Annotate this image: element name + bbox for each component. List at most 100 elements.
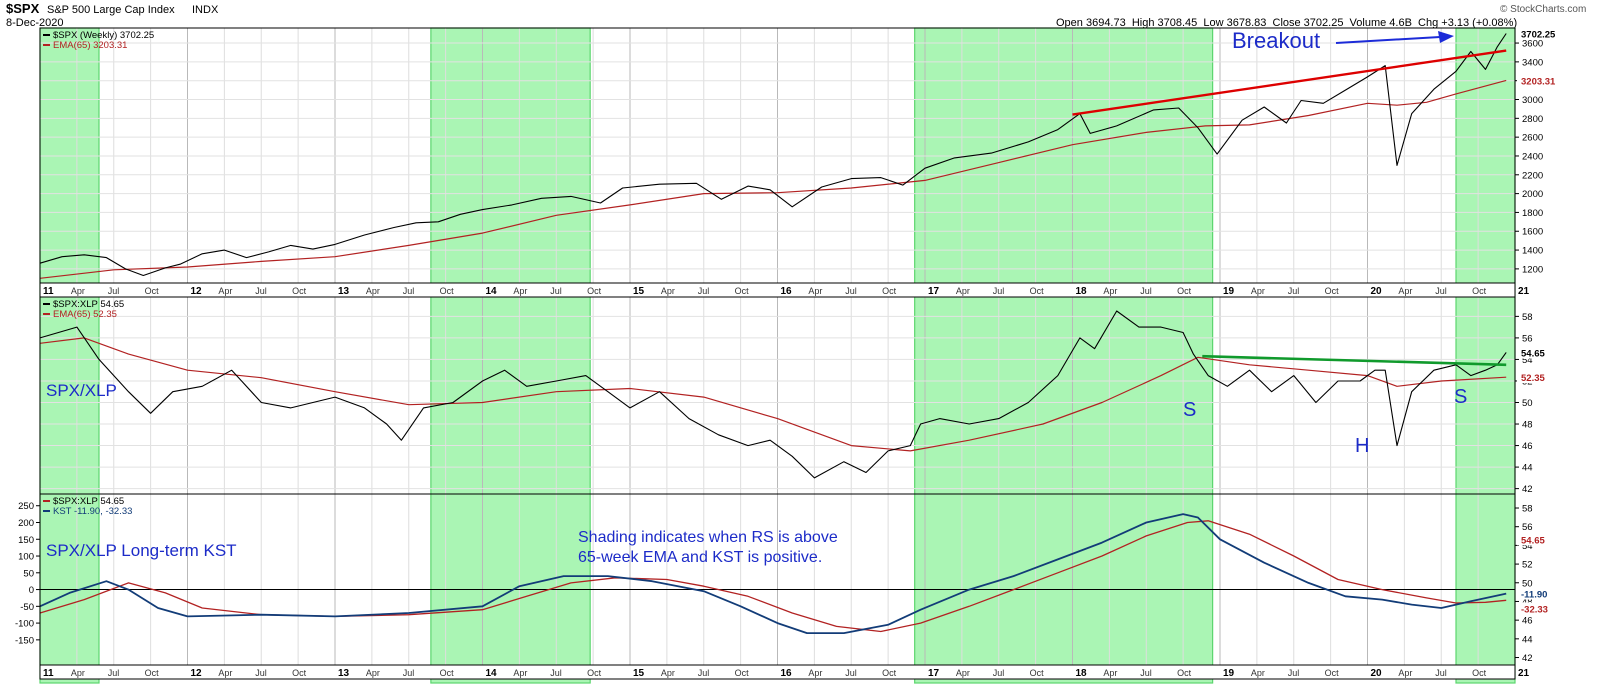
x-minor-label-1-3-2: Oct: [587, 668, 602, 678]
kst-legend-entry-0: $SPX:XLP 54.65: [53, 496, 124, 507]
x-major-label-0-4: 15: [633, 286, 645, 297]
shaded-region-2: [914, 27, 1214, 684]
ratio-ema-tag: 52.35: [1521, 373, 1545, 384]
x-minor-label-0-1-0: Apr: [218, 286, 232, 296]
x-minor-label-1-9-1: Jul: [1435, 668, 1447, 678]
x-major-label-0-9: 20: [1371, 286, 1383, 297]
x-major-label-1-6: 17: [928, 668, 940, 679]
ratio-ema-line: [39, 337, 1507, 452]
x-minor-label-0-8-1: Jul: [1288, 286, 1300, 296]
head-label: H: [1355, 435, 1369, 457]
x-minor-label-1-8-0: Apr: [1251, 668, 1265, 678]
x-minor-label-1-6-1: Jul: [993, 668, 1005, 678]
price-y-label-11: 3400: [1522, 57, 1543, 68]
kst-ratio-tag-bg: [1517, 533, 1559, 546]
x-major-label-0-10: 21: [1518, 286, 1530, 297]
shoulder-left-label: S: [1183, 399, 1196, 421]
x-major-label-1-10: 21: [1518, 668, 1530, 679]
x-minor-label-0-9-1: Jul: [1435, 286, 1447, 296]
kst-left-y-label-4: 50: [23, 568, 34, 579]
series-layer: [39, 33, 1507, 634]
price-y-label-4: 2000: [1522, 189, 1543, 200]
kst-right-y-label-4: 50: [1522, 578, 1533, 589]
x-minor-label-0-5-0: Apr: [808, 286, 822, 296]
x-minor-label-0-3-0: Apr: [513, 286, 527, 296]
x-major-label-1-0: 11: [43, 668, 54, 679]
x-minor-label-0-0-1: Jul: [108, 286, 120, 296]
x-minor-label-0-1-1: Jul: [255, 286, 267, 296]
x-major-label-0-3: 14: [486, 286, 498, 297]
kst-legend-entry-1: KST -11.90, -32.33: [53, 506, 132, 517]
ratio-last-tag: 54.65: [1521, 348, 1545, 359]
x-minor-label-0-1-2: Oct: [292, 286, 307, 296]
x-minor-label-0-7-0: Apr: [1103, 286, 1117, 296]
x-minor-label-0-9-0: Apr: [1398, 286, 1412, 296]
x-minor-label-1-9-2: Oct: [1472, 668, 1487, 678]
x-major-label-1-9: 20: [1371, 668, 1383, 679]
kst-panel-label: SPX/XLP Long-term KST: [46, 541, 237, 560]
x-minor-label-1-0-1: Jul: [108, 668, 120, 678]
x-minor-label-0-0-2: Oct: [145, 286, 160, 296]
price-ema-line: [39, 79, 1507, 279]
kst-left-y-label-0: 250: [18, 501, 34, 512]
price-legend-entry-1: EMA(65) 3203.31: [53, 40, 127, 51]
kst-signal-tag-bg: [1517, 602, 1559, 615]
price-last-tag: 3702.25: [1521, 29, 1556, 40]
x-minor-label-0-4-0: Apr: [661, 286, 675, 296]
x-minor-label-1-2-2: Oct: [440, 668, 455, 678]
x-minor-label-1-6-2: Oct: [1030, 668, 1045, 678]
ratio-y-label-1: 44: [1522, 463, 1533, 474]
price-y-label-7: 2600: [1522, 133, 1543, 144]
kst-right-y-label-2: 46: [1522, 616, 1533, 627]
kst-ratio-tag: 54.65: [1521, 535, 1545, 546]
price-y-label-2: 1600: [1522, 227, 1543, 238]
ratio-trendline: [1202, 354, 1507, 367]
ratio-panel-label: SPX/XLP: [46, 381, 117, 400]
kst-left-y-label-8: -150: [15, 635, 34, 646]
kst-left-y-label-3: 100: [18, 552, 34, 563]
shaded-region-0: [39, 27, 100, 684]
x-minor-label-0-8-0: Apr: [1251, 286, 1265, 296]
price-ema-tag-bg: [1517, 74, 1559, 87]
kst-right-y-label-6: 54: [1522, 541, 1533, 552]
stockcharts-brand: © StockCharts.com: [1500, 4, 1587, 15]
x-minor-label-0-0-0: Apr: [71, 286, 85, 296]
x-minor-label-1-2-1: Jul: [403, 668, 415, 678]
ratio-y-label-3: 48: [1522, 420, 1533, 431]
price-y-label-12: 3600: [1522, 39, 1543, 50]
x-minor-label-0-5-2: Oct: [882, 286, 897, 296]
x-major-label-1-7: 18: [1076, 668, 1088, 679]
kst-right-y-label-0: 42: [1522, 653, 1533, 664]
chart-exchange: INDX: [192, 4, 219, 16]
x-minor-label-1-6-0: Apr: [956, 668, 970, 678]
x-minor-label-1-3-0: Apr: [513, 668, 527, 678]
kst-right-y-label-7: 56: [1522, 522, 1533, 533]
x-minor-label-0-6-0: Apr: [956, 286, 970, 296]
breakout-arrow-head: [1438, 31, 1454, 43]
x-minor-label-1-0-0: Apr: [71, 668, 85, 678]
x-minor-label-1-7-0: Apr: [1103, 668, 1117, 678]
breakout-arrow-shaft: [1335, 36, 1441, 44]
x-minor-label-1-5-0: Apr: [808, 668, 822, 678]
x-minor-label-1-0-2: Oct: [145, 668, 160, 678]
x-minor-label-0-7-1: Jul: [1140, 286, 1152, 296]
x-minor-label-1-7-2: Oct: [1177, 668, 1192, 678]
ratio-last-tag-bg: [1517, 346, 1559, 359]
x-axis-strip-0: [39, 282, 1516, 298]
x-minor-label-1-5-2: Oct: [882, 668, 897, 678]
price-ema-tag: 3203.31: [1521, 76, 1556, 87]
x-minor-label-1-8-2: Oct: [1325, 668, 1340, 678]
x-major-label-0-5: 16: [781, 286, 793, 297]
x-major-label-0-0: 11: [43, 286, 54, 297]
x-minor-label-0-2-2: Oct: [440, 286, 455, 296]
x-minor-label-0-5-1: Jul: [845, 286, 857, 296]
price-y-label-3: 1800: [1522, 208, 1543, 219]
ratio-ema-tag-bg: [1517, 371, 1559, 384]
price-y-label-5: 2200: [1522, 170, 1543, 181]
ratio-y-label-4: 50: [1522, 398, 1533, 409]
x-major-label-1-2: 13: [338, 668, 350, 679]
kst-left-y-label-7: -100: [15, 619, 34, 630]
price-y-label-8: 2800: [1522, 114, 1543, 125]
